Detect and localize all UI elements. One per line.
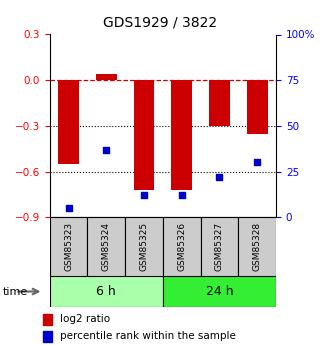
Text: time: time [3,287,29,296]
Bar [50,276,163,307]
Point [142,193,147,198]
Bar [134,80,154,190]
Text: percentile rank within the sample: percentile rank within the sample [60,331,236,341]
Text: GDS1929 / 3822: GDS1929 / 3822 [103,16,218,30]
Bar [125,217,163,276]
Text: 6 h: 6 h [96,285,116,298]
Bar [209,80,230,126]
Point [217,174,222,180]
Bar [43,314,52,325]
Point [66,206,71,211]
Text: GSM85327: GSM85327 [215,222,224,271]
Bar [201,217,238,276]
Bar [163,217,201,276]
Bar [96,74,117,80]
Text: GSM85325: GSM85325 [140,222,149,271]
Point [104,147,109,152]
Point [179,193,184,198]
Point [255,160,260,165]
Bar [87,217,125,276]
Bar [163,276,276,307]
Bar [171,80,192,190]
Text: GSM85326: GSM85326 [177,222,186,271]
Text: log2 ratio: log2 ratio [60,314,110,324]
Text: GSM85324: GSM85324 [102,222,111,271]
Text: GSM85323: GSM85323 [64,222,73,271]
Text: GSM85328: GSM85328 [253,222,262,271]
Text: 24 h: 24 h [206,285,233,298]
Bar [247,80,268,134]
Bar [58,80,79,164]
Bar [50,217,87,276]
Bar [43,331,52,342]
Bar [238,217,276,276]
